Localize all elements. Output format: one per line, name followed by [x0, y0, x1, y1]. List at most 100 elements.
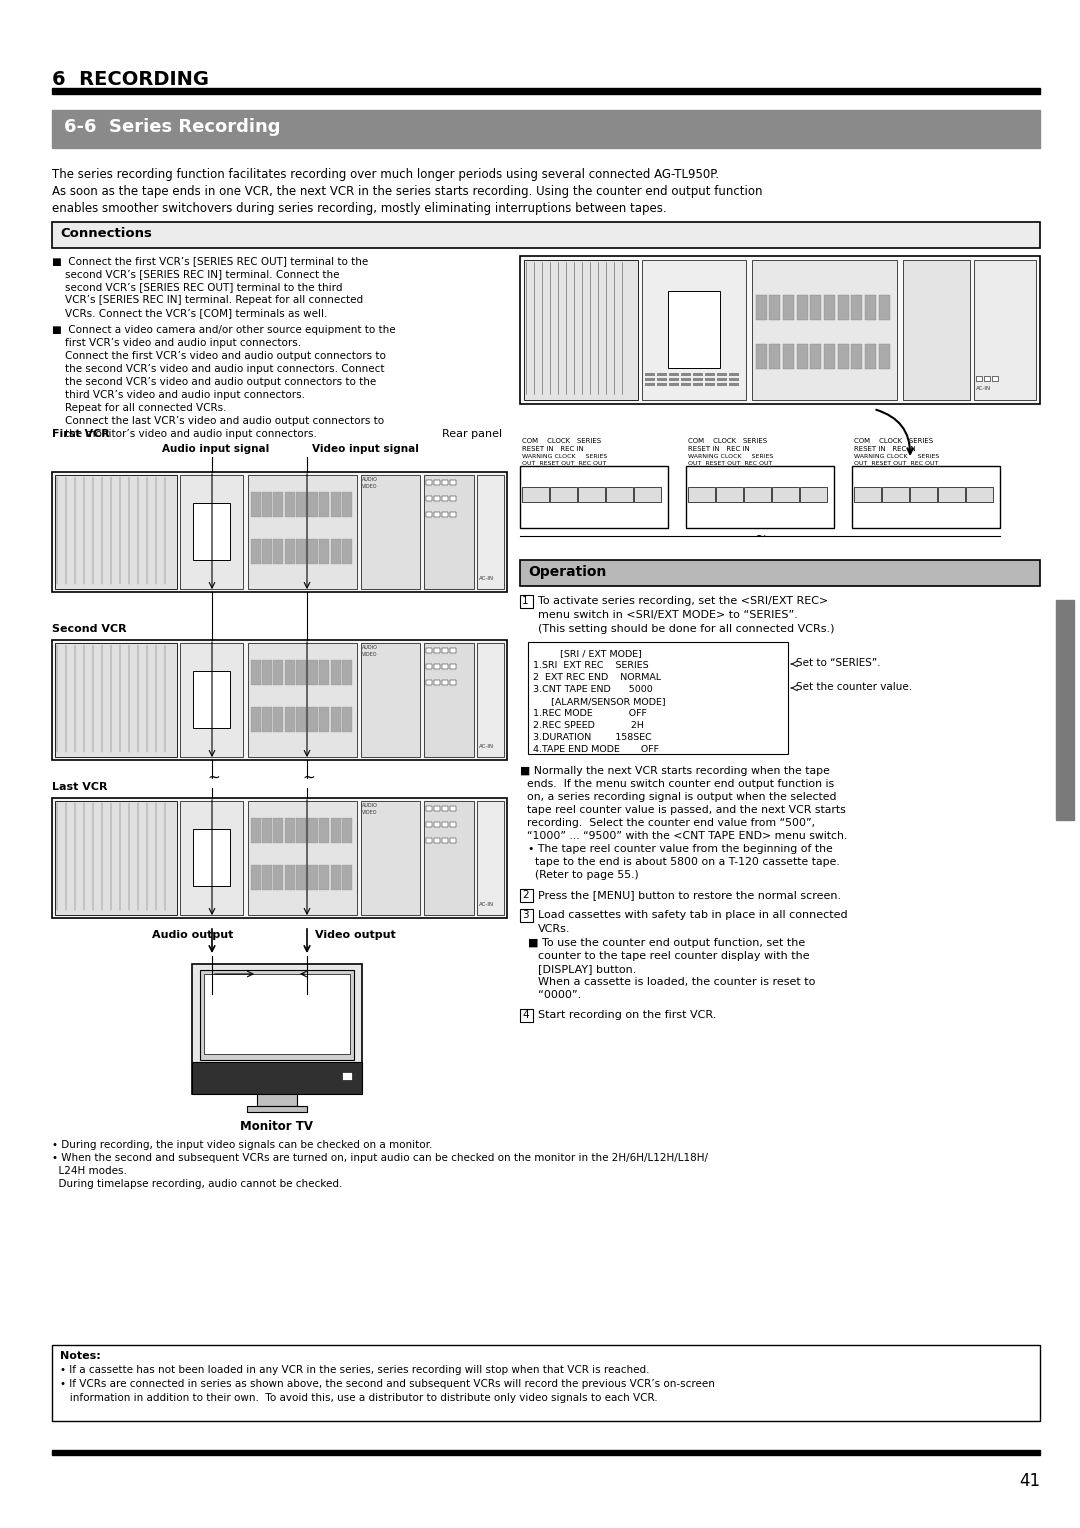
Bar [550, 487, 577, 503]
Bar [693, 377, 703, 380]
Bar [681, 377, 691, 380]
Bar [273, 492, 283, 516]
Circle shape [362, 814, 372, 825]
Text: Second VCR: Second VCR [52, 623, 126, 634]
Bar [442, 480, 448, 484]
Bar [705, 377, 715, 380]
Text: 1: 1 [522, 596, 528, 607]
Text: 41: 41 [1018, 1471, 1040, 1490]
Bar [424, 475, 474, 588]
Circle shape [377, 681, 387, 692]
Text: Set to “SERIES”.: Set to “SERIES”. [796, 659, 880, 668]
Bar [55, 801, 177, 915]
Text: Repeat for all connected VCRs.: Repeat for all connected VCRs. [52, 403, 227, 413]
Text: Notes:: Notes: [60, 1351, 100, 1361]
Bar [442, 665, 448, 669]
Bar [645, 373, 654, 376]
Bar [342, 539, 352, 564]
Text: Audio output: Audio output [152, 931, 233, 940]
Circle shape [361, 733, 372, 743]
Bar [976, 376, 982, 380]
Bar [450, 497, 456, 501]
Text: AUDIO: AUDIO [362, 804, 378, 808]
Bar [810, 344, 821, 368]
Circle shape [941, 299, 953, 312]
Text: The series recording function facilitates recording over much longer periods usi: The series recording function facilitate… [52, 168, 719, 180]
Circle shape [482, 836, 497, 851]
Bar [442, 680, 448, 685]
Bar [851, 295, 862, 319]
Circle shape [778, 509, 795, 526]
Bar [450, 480, 456, 484]
Bar [974, 260, 1036, 400]
Bar [519, 594, 534, 608]
Text: Connect the first VCR’s video and audio output connectors to: Connect the first VCR’s video and audio … [52, 351, 386, 361]
Text: 1.SRI  EXT REC    SERIES: 1.SRI EXT REC SERIES [534, 662, 649, 669]
Bar [273, 539, 283, 564]
Bar [296, 707, 306, 732]
Bar [361, 475, 420, 588]
Bar [251, 707, 261, 732]
Bar [524, 260, 638, 400]
Bar [669, 384, 679, 387]
Text: ■  Connect the first VCR’s [SERIES REC OUT] terminal to the: ■ Connect the first VCR’s [SERIES REC OU… [52, 257, 368, 266]
Bar [442, 512, 448, 516]
Circle shape [377, 513, 387, 524]
Bar [52, 1450, 1040, 1455]
Text: tape to the end is about 5800 on a T-120 cassette tape.: tape to the end is about 5800 on a T-120… [528, 857, 840, 866]
Bar [450, 680, 456, 685]
Text: COM    CLOCK   SERIES: COM CLOCK SERIES [688, 439, 767, 445]
Bar [434, 680, 440, 685]
Text: First VCR: First VCR [52, 429, 110, 439]
Bar [450, 822, 456, 827]
Bar [330, 492, 341, 516]
Bar [522, 487, 549, 503]
Circle shape [361, 565, 372, 575]
Bar [669, 377, 679, 380]
Bar [657, 373, 667, 376]
Circle shape [375, 733, 384, 743]
Circle shape [693, 509, 711, 526]
Text: Rear panel: Rear panel [442, 429, 502, 439]
Circle shape [389, 565, 399, 575]
Circle shape [972, 509, 988, 526]
Bar [52, 89, 1040, 95]
Bar [756, 344, 767, 368]
Bar [257, 1094, 297, 1106]
Bar [519, 559, 1040, 587]
Bar [634, 487, 661, 503]
Bar [693, 384, 703, 387]
Text: 1.REC MODE            OFF: 1.REC MODE OFF [534, 709, 647, 718]
Bar [52, 640, 507, 759]
Bar [1056, 601, 1074, 821]
Text: • During recording, the input video signals can be checked on a monitor.: • During recording, the input video sign… [52, 1140, 432, 1151]
Bar [669, 290, 720, 368]
Circle shape [389, 891, 399, 902]
Bar [204, 973, 350, 1054]
Bar [426, 665, 432, 669]
Text: 6-6  Series Recording: 6-6 Series Recording [64, 118, 281, 136]
Bar [865, 295, 876, 319]
Text: Operation: Operation [528, 565, 606, 579]
Bar [657, 377, 667, 380]
Bar [910, 487, 937, 503]
Bar [450, 512, 456, 516]
Text: ■  Connect a video camera and/or other source equipment to the: ■ Connect a video camera and/or other so… [52, 325, 395, 335]
Circle shape [207, 743, 215, 750]
Text: ~: ~ [302, 770, 314, 785]
Bar [824, 344, 835, 368]
Text: Press the [MENU] button to restore the normal screen.: Press the [MENU] button to restore the n… [538, 889, 841, 900]
Text: VIDEO: VIDEO [362, 652, 378, 657]
Bar [296, 660, 306, 685]
Bar [426, 648, 432, 652]
Bar [519, 466, 669, 529]
Bar [180, 643, 243, 756]
Bar [424, 801, 474, 915]
Bar [273, 660, 283, 685]
Bar [330, 817, 341, 843]
Bar [838, 344, 849, 368]
Bar [273, 817, 283, 843]
Bar [717, 373, 727, 376]
Bar [810, 295, 821, 319]
Bar [450, 648, 456, 652]
